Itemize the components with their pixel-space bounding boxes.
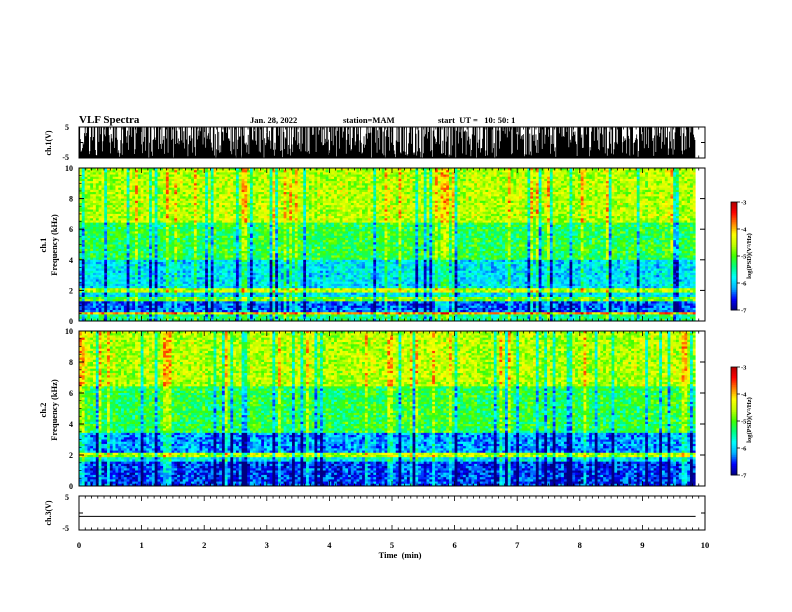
start-time-label: start UT = 10: 50: 1 [438, 115, 515, 125]
ch1-waveform-ytick-top: 5 [65, 123, 69, 132]
ch1-spectrogram-panel [79, 168, 705, 321]
figure-title: VLF Spectra [79, 114, 140, 126]
ch1-waveform-ylabel: ch.1(V) [44, 130, 53, 155]
ch1-waveform-trace [79, 127, 695, 158]
ch1-waveform-ytick-bottom: -5 [62, 153, 69, 162]
date-label: Jan. 28, 2022 [250, 115, 297, 125]
station-label: station=MAM [343, 115, 395, 125]
